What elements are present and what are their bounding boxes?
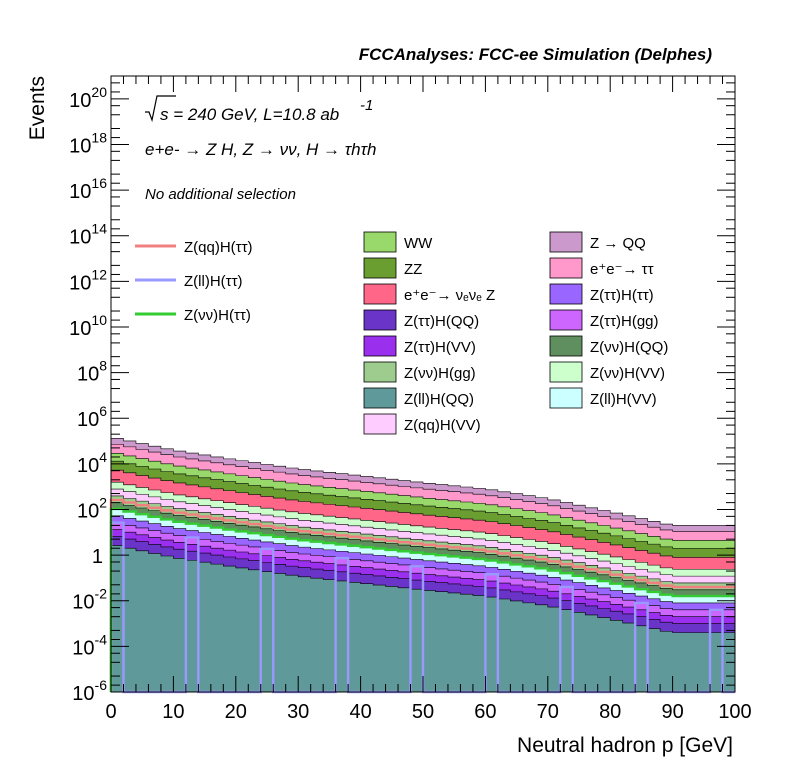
legend-fill-swatch xyxy=(549,231,583,253)
x-tick-label: 50 xyxy=(412,701,434,723)
x-tick-label: 0 xyxy=(105,701,116,723)
legend-fill-swatch xyxy=(363,257,397,279)
y-tick-label: 104 xyxy=(77,449,107,477)
legend-fill-swatch xyxy=(549,361,583,383)
legend-fill-label: Z(ll)H(VV) xyxy=(590,391,657,408)
x-tick-label: 30 xyxy=(287,701,309,723)
annotation-energy: s = 240 GeV, L=10.8 ab xyxy=(160,105,339,124)
legend-line-label: Z(νν)H(ττ) xyxy=(184,307,251,324)
y-tick-label: 1 xyxy=(92,546,103,568)
x-axis-title: Neutral hadron p [GeV] xyxy=(517,734,733,757)
sqrt-symbol xyxy=(145,95,176,123)
legend-fill-label: Z(νν)H(QQ) xyxy=(590,339,668,356)
legend-fill-swatch xyxy=(363,335,397,357)
annotation-block: s = 240 GeV, L=10.8 ab -1 e+e- → Z H, Z … xyxy=(145,95,376,203)
y-tick-label: 1010 xyxy=(69,312,107,340)
overlay-line xyxy=(109,498,735,692)
axes: 0 10 20 30 40 50 60 70 80 90 10010-610-410-2110210… xyxy=(69,76,752,723)
annotation-lumi-exp: -1 xyxy=(360,97,373,114)
legend-fill-label: e⁺e⁻→ νₑνₑ Z xyxy=(404,287,495,304)
y-axis-title: Events xyxy=(26,76,49,140)
y-tick-label: 1018 xyxy=(69,129,107,157)
legend-fill-swatch xyxy=(549,283,583,305)
legend-fill-swatch xyxy=(549,257,583,279)
legend-fill-label: Z(νν)H(gg) xyxy=(404,365,476,382)
annotation-process: e+e- → Z H, Z → νν, H → τhτh xyxy=(145,140,376,159)
y-tick-label: 108 xyxy=(77,358,107,386)
overlay-line xyxy=(109,507,735,692)
chart-title: FCCAnalyses: FCC-ee Simulation (Delphes) xyxy=(359,45,713,64)
legend-line-label: Z(qq)H(ττ) xyxy=(184,239,253,256)
legend-fill-label: e⁺e⁻→ ττ xyxy=(590,261,654,278)
y-tick-label: 1012 xyxy=(69,266,107,294)
y-tick-label: 1020 xyxy=(69,84,107,112)
x-tick-label: 40 xyxy=(349,701,371,723)
x-tick-label: 10 xyxy=(162,701,184,723)
legend: Z(qq)H(ττ) Z(ll)H(ττ) Z(νν)H(ττ) WW ZZ e⁺e⁻→ … xyxy=(135,231,668,435)
legend-fill-swatch xyxy=(363,387,397,409)
legend-fill-label: Z(ll)H(QQ) xyxy=(404,391,474,408)
y-tick-label: 1016 xyxy=(69,175,107,203)
x-tick-label: 20 xyxy=(225,701,247,723)
legend-fill-swatch xyxy=(363,413,397,435)
legend-fill-label: WW xyxy=(404,235,433,252)
annotation-selection: No additional selection xyxy=(145,186,296,203)
y-tick-label: 10-6 xyxy=(72,677,107,705)
legend-fill-label: Z(νν)H(VV) xyxy=(590,365,665,382)
legend-fill-swatch xyxy=(363,309,397,331)
legend-fill-label: Z → QQ xyxy=(590,235,646,252)
x-tick-label: 80 xyxy=(599,701,621,723)
y-tick-label: 1014 xyxy=(69,221,107,249)
legend-fill-swatch xyxy=(363,283,397,305)
y-tick-label: 10-2 xyxy=(72,586,107,614)
x-tick-label: 100 xyxy=(718,701,751,723)
legend-fill-swatch xyxy=(363,231,397,253)
legend-line-label: Z(ll)H(ττ) xyxy=(184,273,243,290)
y-tick-label: 10-4 xyxy=(72,631,107,659)
x-tick-label: 90 xyxy=(661,701,683,723)
x-tick-label: 70 xyxy=(537,701,559,723)
y-tick-label: 102 xyxy=(77,494,107,522)
x-tick-label: 60 xyxy=(474,701,496,723)
legend-fill-label: Z(qq)H(VV) xyxy=(404,417,481,434)
legend-fill-label: Z(ττ)H(ττ) xyxy=(590,287,654,304)
legend-fill-swatch xyxy=(549,309,583,331)
legend-fill-label: Z(ττ)H(QQ) xyxy=(404,313,479,330)
legend-fill-label: Z(ττ)H(gg) xyxy=(590,313,659,330)
y-tick-label: 106 xyxy=(77,403,107,431)
legend-fill-label: ZZ xyxy=(404,261,422,278)
legend-fill-label: Z(ττ)H(VV) xyxy=(404,339,476,356)
legend-fill-swatch xyxy=(363,361,397,383)
legend-fill-swatch xyxy=(549,335,583,357)
legend-fill-swatch xyxy=(549,387,583,409)
